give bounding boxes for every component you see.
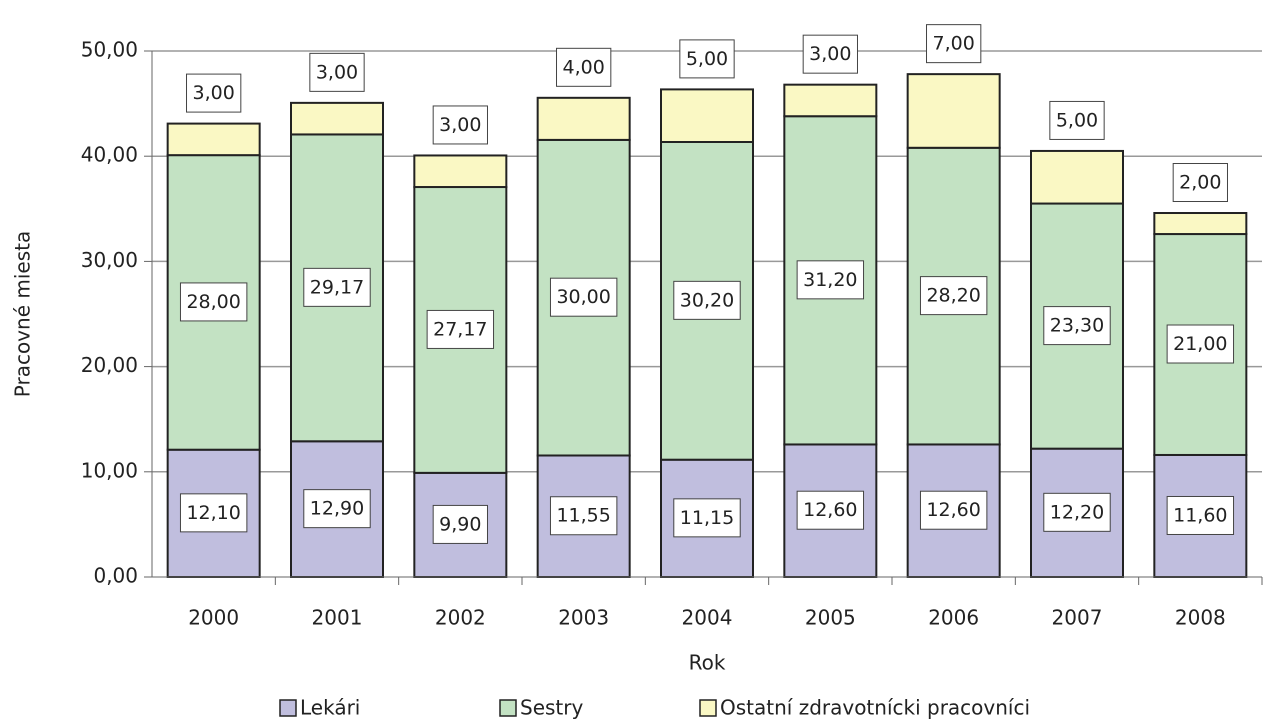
label-box: [549, 496, 618, 536]
label-box: [673, 498, 741, 538]
data-label: 28,20: [926, 285, 980, 307]
x-tick-label: 2000: [188, 606, 239, 630]
legend-swatch: [699, 699, 717, 717]
x-axis-label: Rok: [689, 651, 726, 675]
label-box: [179, 493, 248, 533]
data-label: 3,00: [193, 82, 235, 104]
label-box: [179, 282, 248, 322]
bar-segment: [1153, 212, 1248, 236]
y-tick-label: 10,00: [81, 458, 138, 482]
legend: Lekári Sestry Ostatní zdravotnícki pracovn…: [279, 696, 1030, 720]
label-box: [432, 504, 488, 544]
label-box: [1166, 495, 1235, 535]
legend-swatch: [279, 699, 297, 717]
data-label: 21,00: [1173, 333, 1227, 355]
label-box: [432, 105, 488, 145]
data-label: 3,00: [439, 114, 481, 136]
y-tick-label: 30,00: [81, 248, 138, 272]
label-box: [186, 73, 242, 113]
data-label: 11,60: [1173, 504, 1227, 526]
data-label: 23,30: [1050, 315, 1104, 337]
data-label: 3,00: [809, 43, 851, 65]
data-label: 12,10: [186, 502, 240, 524]
data-label: 3,00: [316, 61, 358, 83]
data-label: 12,60: [926, 499, 980, 521]
data-label: 5,00: [1056, 109, 1098, 131]
bar-segment: [413, 154, 508, 189]
label-box: [926, 24, 982, 64]
y-tick-label: 50,00: [81, 38, 138, 62]
label-box: [556, 47, 612, 87]
legend-label: Sestry: [520, 696, 583, 720]
legend-label: Ostatní zdravotnícki pracovníci: [720, 696, 1030, 720]
x-tick-label: 2001: [312, 606, 363, 630]
data-label: 5,00: [686, 48, 728, 70]
label-box: [1166, 324, 1235, 364]
bar-segment: [1030, 149, 1124, 205]
label-box: [1043, 306, 1111, 346]
data-label: 4,00: [563, 56, 605, 78]
data-label: 29,17: [310, 276, 364, 298]
data-label: 30,00: [556, 286, 610, 308]
label-box: [303, 489, 371, 529]
data-label: 12,20: [1050, 501, 1104, 523]
x-tick-label: 2008: [1175, 606, 1226, 630]
bar-segment: [166, 122, 261, 157]
label-box: [919, 276, 988, 316]
bar-segment: [783, 83, 878, 118]
data-label: 27,17: [433, 318, 487, 340]
label-box: [802, 34, 858, 74]
label-box: [679, 39, 735, 79]
x-tick-label: 2006: [928, 606, 979, 630]
bar-segment: [536, 96, 631, 141]
legend-label: Lekári: [300, 696, 360, 720]
data-label: 2,00: [1179, 172, 1221, 194]
x-tick-label: 2007: [1052, 606, 1103, 630]
label-box: [309, 52, 365, 92]
x-tick-label: 2005: [805, 606, 856, 630]
data-label: 11,55: [556, 505, 610, 527]
legend-swatch: [499, 699, 517, 717]
data-label: 9,90: [439, 513, 481, 535]
data-label: 11,15: [680, 507, 734, 529]
bar-segment: [290, 101, 384, 136]
y-tick-label: 20,00: [81, 353, 138, 377]
label-box: [1172, 163, 1228, 203]
y-tick-label: 40,00: [81, 143, 138, 167]
data-label: 7,00: [933, 33, 975, 55]
data-label: 31,20: [803, 269, 857, 291]
data-label: 12,90: [310, 498, 364, 520]
label-box: [796, 260, 865, 300]
label-box: [919, 490, 988, 530]
y-axis-label: Pracovné miesta: [11, 231, 35, 397]
data-label: 28,00: [186, 291, 240, 313]
label-box: [549, 277, 618, 317]
label-box: [796, 490, 865, 530]
data-label: 30,20: [680, 289, 734, 311]
bar-segment: [660, 88, 754, 143]
x-tick-label: 2002: [435, 606, 486, 630]
label-box: [426, 309, 495, 349]
bar-segment: [906, 73, 1001, 149]
labels: 12,10 28,00 3,00 12,90 29,17 3,00 9,90 27,17 3,0…: [179, 24, 1235, 544]
label-box: [1049, 100, 1105, 140]
label-box: [1043, 492, 1111, 532]
x-tick-label: 2004: [682, 606, 733, 630]
label-box: [673, 280, 741, 320]
label-box: [303, 267, 371, 307]
x-tick-label: 2003: [558, 606, 609, 630]
y-tick-label: 0,00: [93, 564, 138, 588]
data-label: 12,60: [803, 499, 857, 521]
